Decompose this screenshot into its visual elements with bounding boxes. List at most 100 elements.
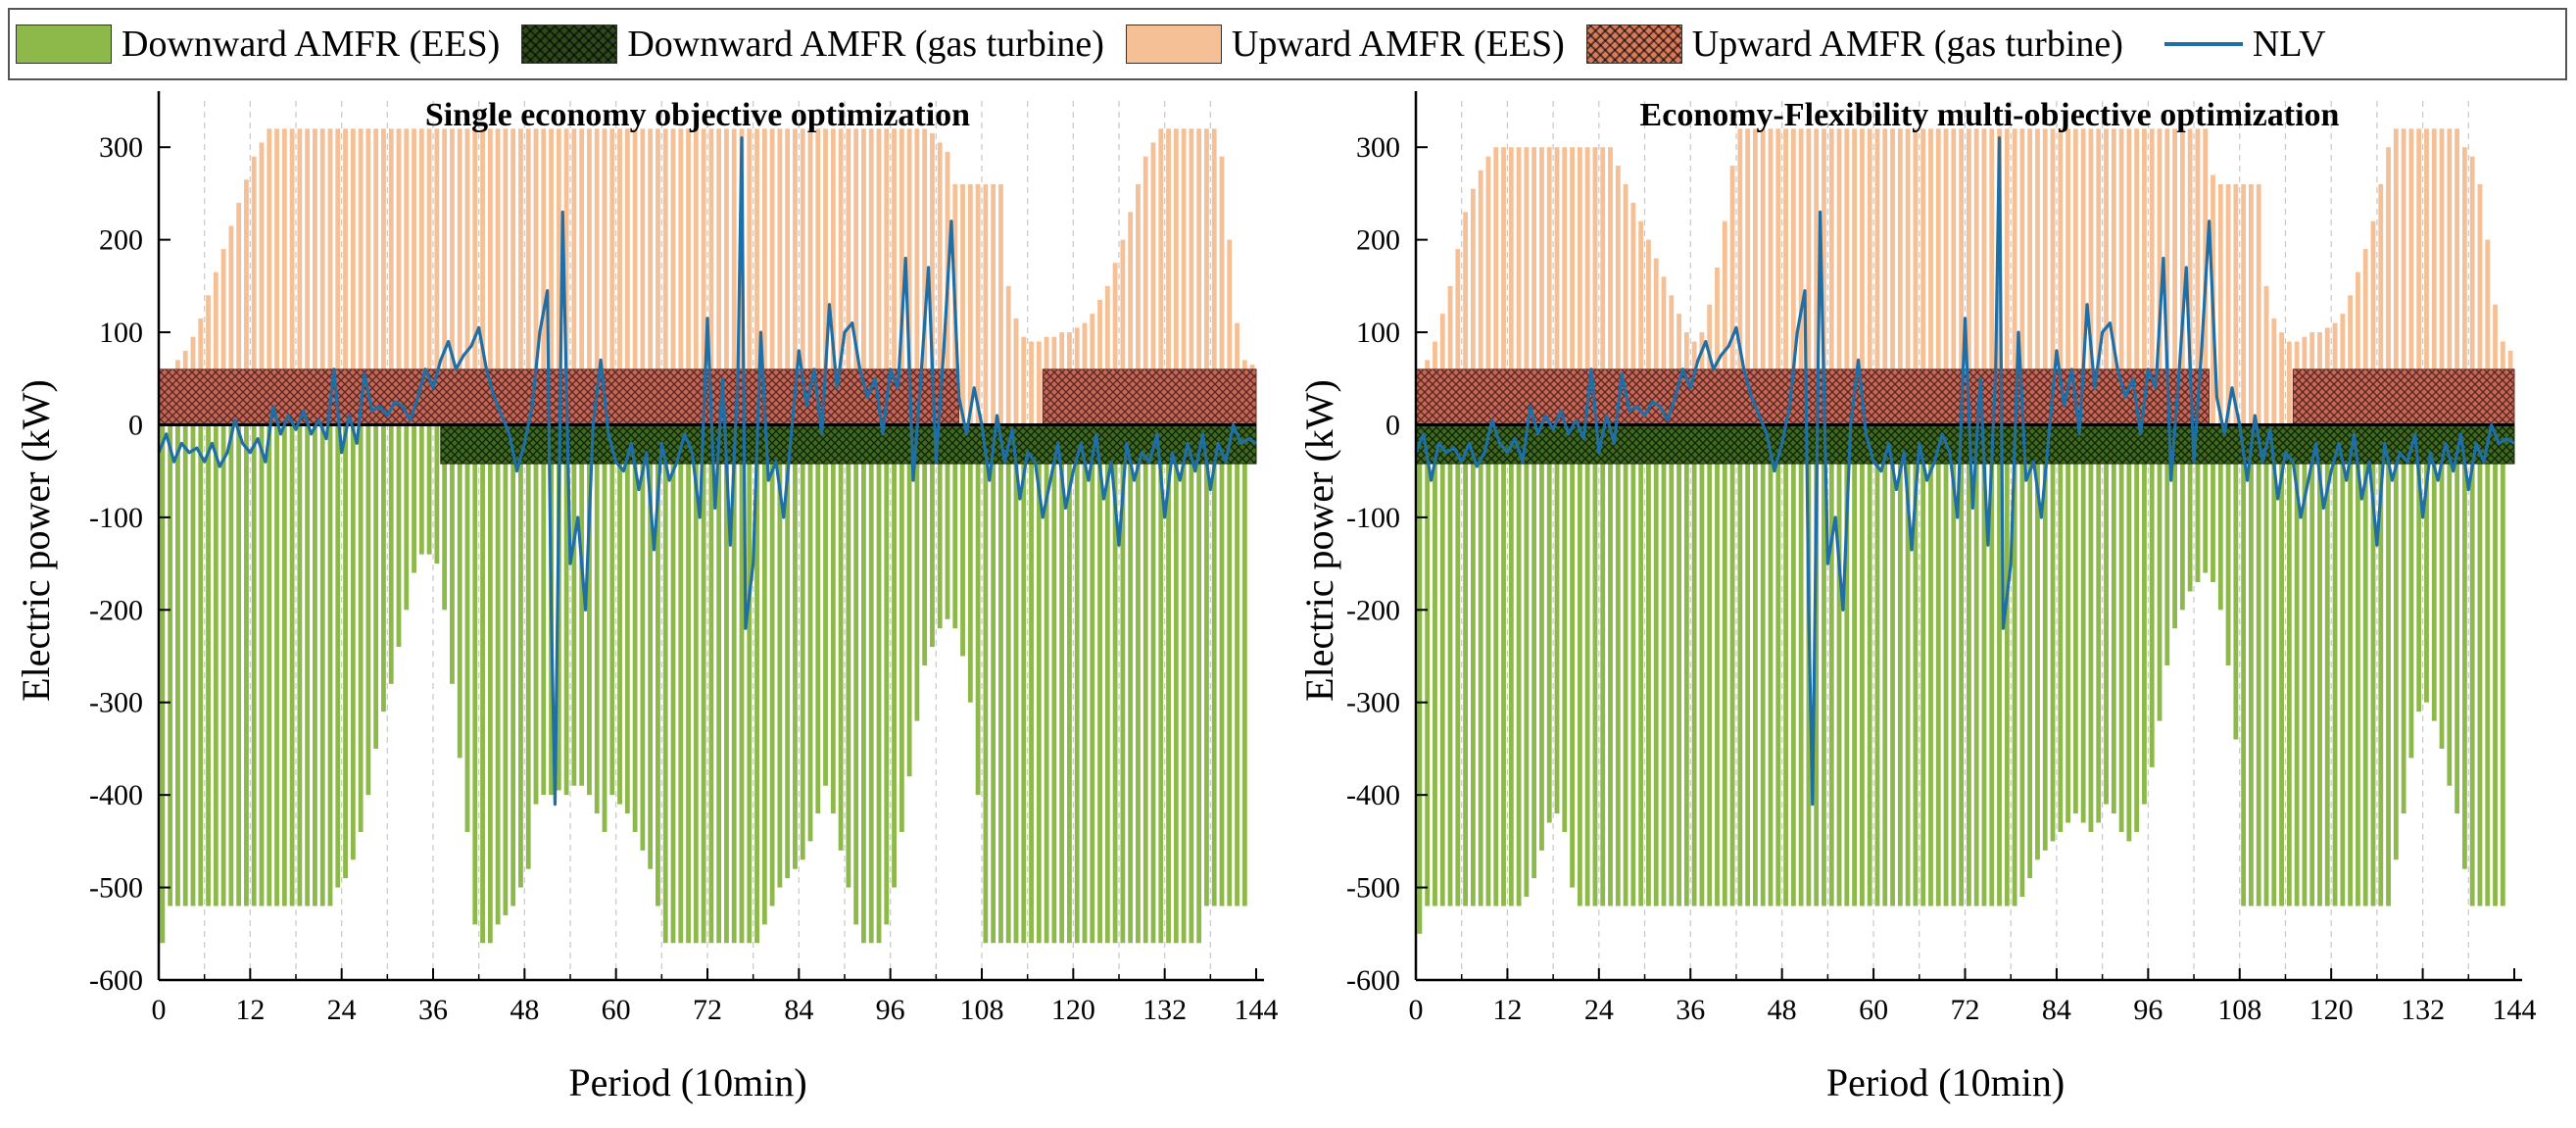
bar-downward-ees [1928, 424, 1933, 907]
bar-upward-ees [624, 128, 630, 425]
bar-downward-ees [937, 424, 943, 629]
bar-downward-ees [1852, 424, 1858, 907]
bar-downward-ees [1189, 424, 1194, 944]
bar-downward-ees [2348, 424, 2354, 907]
bar-downward-ees [228, 424, 234, 907]
bar-upward-ees [1943, 128, 1949, 425]
band-downward-gas-turbine [440, 423, 1257, 465]
bar-downward-ees [830, 424, 836, 814]
legend-swatch [521, 25, 618, 64]
bar-upward-ees [2416, 128, 2422, 425]
bar-upward-ees [457, 128, 462, 425]
bar-downward-ees [868, 424, 874, 944]
bar-upward-ees [556, 128, 561, 425]
bar-upward-ees [1806, 128, 1812, 425]
bar-downward-ees [2142, 424, 2147, 805]
bar-upward-ees [656, 128, 660, 425]
bar-downward-ees [2211, 424, 2215, 582]
bar-downward-ees [1775, 424, 1781, 907]
bar-upward-ees [2286, 341, 2292, 425]
bar-upward-ees [1768, 128, 1774, 425]
bar-downward-ees [1790, 424, 1796, 907]
bar-downward-ees [1425, 424, 1431, 907]
bar-upward-ees [892, 128, 897, 425]
bar-upward-ees [853, 128, 859, 425]
bar-downward-ees [1707, 424, 1713, 907]
x-tick-label: 120 [1051, 994, 1095, 1026]
bar-downward-ees [884, 424, 890, 925]
bar-downward-ees [480, 424, 485, 944]
bar-upward-ees [2157, 128, 2163, 425]
bar-upward-ees [1227, 239, 1233, 425]
bar-downward-ees [602, 424, 608, 832]
bar-upward-ees [1150, 142, 1156, 425]
y-tick-label: 200 [99, 224, 143, 257]
bar-upward-ees [922, 128, 928, 425]
bar-downward-ees [640, 424, 646, 851]
bar-upward-ees [1828, 128, 1834, 425]
bar-upward-ees [2386, 147, 2391, 425]
bar-downward-ees [358, 424, 364, 832]
chart-title: Single economy objective optimization [425, 97, 970, 133]
bar-upward-ees [2042, 128, 2048, 425]
x-tick-label: 144 [1235, 994, 1279, 1026]
bar-downward-ees [1150, 424, 1156, 944]
bar-downward-ees [1090, 424, 1095, 944]
bar-downward-ees [2271, 424, 2277, 907]
chart-economy-flexibility: 0 12 24 36 48 60 72 84 96 108 120 132 144 -600 -500 -40… [1297, 91, 2537, 1104]
bar-upward-ees [1737, 128, 1743, 425]
bar-downward-ees [2157, 424, 2163, 721]
y-tick-label: -200 [1346, 594, 1400, 626]
bar-upward-ees [602, 128, 608, 425]
x-tick-label: 72 [693, 994, 722, 1026]
bar-downward-ees [2454, 424, 2460, 814]
bar-downward-ees [220, 424, 226, 907]
bar-upward-ees [1539, 147, 1544, 425]
bar-downward-ees [1783, 424, 1788, 907]
y-tick-label: -600 [89, 964, 143, 997]
x-tick-label: 36 [418, 994, 448, 1026]
bar-downward-ees [1615, 424, 1621, 907]
bar-downward-ees [1882, 424, 1888, 907]
bar-downward-ees [2118, 424, 2124, 832]
bar-downward-ees [2187, 424, 2193, 592]
bar-upward-ees [2279, 332, 2284, 425]
bar-upward-ees [541, 128, 547, 425]
bar-downward-ees [952, 424, 958, 629]
bar-upward-ees [2195, 128, 2201, 425]
bar-upward-ees [1112, 263, 1118, 425]
bar-upward-ees [693, 128, 699, 425]
bar-downward-ees [1204, 424, 1209, 907]
bar-downward-ees [838, 424, 844, 851]
bar-upward-ees [2447, 128, 2453, 425]
bar-upward-ees [2271, 318, 2277, 425]
bar-downward-ees [807, 424, 813, 842]
bar-upward-ees [426, 128, 432, 425]
bar-downward-ees [2225, 424, 2231, 665]
bar-upward-ees [2126, 128, 2132, 425]
bar-upward-ees [251, 156, 257, 425]
bar-downward-ees [1433, 424, 1437, 907]
bar-upward-ees [640, 128, 646, 425]
legend-swatch [16, 25, 112, 64]
bar-downward-ees [1219, 424, 1225, 907]
y-tick-label: -300 [89, 687, 143, 719]
bar-downward-ees [1753, 424, 1758, 907]
bar-upward-ees [1600, 147, 1606, 425]
bar-downward-ees [1997, 424, 2002, 907]
y-tick-label: -100 [1346, 502, 1400, 534]
bar-downward-ees [525, 424, 531, 869]
bar-downward-ees [289, 424, 295, 907]
bar-downward-ees [2050, 424, 2056, 842]
bar-upward-ees [2241, 183, 2247, 425]
bar-downward-ees [1844, 424, 1850, 907]
bar-upward-ees [1470, 188, 1476, 425]
bar-upward-ees [1745, 128, 1751, 425]
bar-upward-ees [2348, 295, 2354, 425]
bar-upward-ees [464, 128, 470, 425]
bar-upward-ees [472, 128, 478, 425]
bar-downward-ees [182, 424, 188, 907]
bar-downward-ees [457, 424, 462, 759]
bar-downward-ees [609, 424, 615, 796]
bar-downward-ees [1661, 424, 1667, 907]
